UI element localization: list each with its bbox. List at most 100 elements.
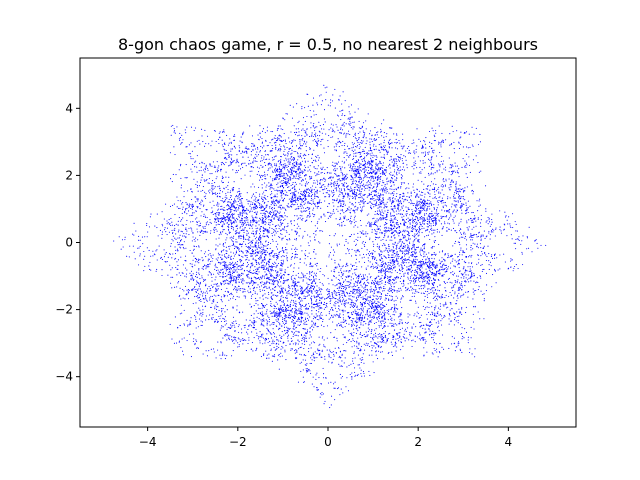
scatter-point xyxy=(175,266,177,269)
scatter-point xyxy=(457,289,459,292)
scatter-point xyxy=(391,282,393,284)
scatter-point xyxy=(319,313,322,315)
scatter-point xyxy=(304,321,306,323)
scatter-point xyxy=(457,196,460,198)
scatter-point xyxy=(429,213,431,215)
scatter-point xyxy=(343,212,345,214)
scatter-point xyxy=(277,359,279,361)
scatter-point xyxy=(464,233,466,235)
scatter-point xyxy=(367,153,369,155)
scatter-point xyxy=(358,251,360,253)
scatter-point xyxy=(225,269,227,271)
scatter-point xyxy=(264,189,266,192)
scatter-point xyxy=(400,209,402,211)
scatter-point xyxy=(248,238,250,240)
scatter-point xyxy=(354,321,356,323)
scatter-point xyxy=(371,256,373,258)
scatter-point xyxy=(383,320,385,322)
scatter-point xyxy=(285,194,287,196)
scatter-point xyxy=(418,172,420,174)
scatter-point xyxy=(471,189,474,191)
scatter-point xyxy=(404,322,407,324)
scatter-point xyxy=(259,289,261,291)
scatter-point xyxy=(223,276,225,278)
scatter-point xyxy=(415,258,417,260)
scatter-point xyxy=(455,192,458,195)
scatter-point xyxy=(363,317,365,319)
scatter-point xyxy=(399,166,401,168)
scatter-point xyxy=(291,299,293,301)
scatter-point xyxy=(374,256,376,258)
scatter-point xyxy=(408,265,410,268)
scatter-point xyxy=(262,294,264,296)
scatter-point xyxy=(313,189,315,191)
scatter-point xyxy=(362,275,365,277)
scatter-point xyxy=(354,302,356,304)
scatter-point xyxy=(190,270,193,272)
scatter-point xyxy=(324,306,327,309)
scatter-point xyxy=(349,201,351,203)
scatter-point xyxy=(518,236,520,238)
scatter-point xyxy=(180,244,182,246)
scatter-point xyxy=(430,225,432,227)
scatter-point xyxy=(460,218,462,220)
scatter-point xyxy=(451,143,453,145)
scatter-point xyxy=(277,256,279,258)
scatter-point xyxy=(513,242,515,244)
scatter-point xyxy=(371,253,374,255)
scatter-point xyxy=(321,298,323,300)
scatter-point xyxy=(331,199,334,201)
scatter-point xyxy=(223,261,226,263)
scatter-point xyxy=(318,278,320,281)
scatter-point xyxy=(211,188,213,190)
scatter-point xyxy=(263,266,265,268)
scatter-point xyxy=(333,269,335,271)
scatter-point xyxy=(291,172,293,175)
scatter-point xyxy=(394,314,396,316)
scatter-point xyxy=(374,127,376,129)
scatter-point xyxy=(406,187,408,189)
scatter-point xyxy=(340,188,342,190)
scatter-point xyxy=(288,284,290,286)
scatter-point xyxy=(380,166,382,168)
scatter-point xyxy=(300,289,302,292)
scatter-point xyxy=(458,230,461,232)
scatter-point xyxy=(347,118,349,120)
scatter-point xyxy=(293,160,295,162)
scatter-point xyxy=(393,264,395,266)
scatter-point xyxy=(263,268,265,271)
scatter-point xyxy=(381,279,383,282)
scatter-point xyxy=(470,246,472,249)
scatter-point xyxy=(379,196,381,198)
scatter-point xyxy=(229,264,231,266)
scatter-point xyxy=(284,306,287,308)
scatter-point xyxy=(472,159,474,161)
scatter-point xyxy=(226,266,228,268)
scatter-point xyxy=(334,181,336,183)
scatter-point xyxy=(298,312,301,314)
scatter-point xyxy=(399,156,401,158)
scatter-point xyxy=(357,184,359,186)
scatter-point xyxy=(258,271,260,273)
scatter-point xyxy=(388,269,390,271)
scatter-point xyxy=(386,151,388,153)
scatter-point xyxy=(428,306,430,308)
scatter-point xyxy=(265,269,267,271)
scatter-point xyxy=(231,275,233,277)
scatter-point xyxy=(267,281,269,283)
scatter-point xyxy=(301,304,304,306)
scatter-point xyxy=(253,145,255,147)
scatter-point xyxy=(288,178,290,180)
scatter-point xyxy=(236,261,239,263)
scatter-point xyxy=(373,295,375,297)
scatter-point xyxy=(469,205,471,207)
scatter-point xyxy=(160,257,162,259)
scatter-point xyxy=(366,311,368,313)
scatter-point xyxy=(440,142,442,144)
scatter-point xyxy=(337,278,339,281)
scatter-point xyxy=(431,287,433,289)
scatter-point xyxy=(285,297,287,299)
scatter-point xyxy=(241,328,243,330)
scatter-point xyxy=(156,259,158,261)
scatter-point xyxy=(271,360,273,362)
